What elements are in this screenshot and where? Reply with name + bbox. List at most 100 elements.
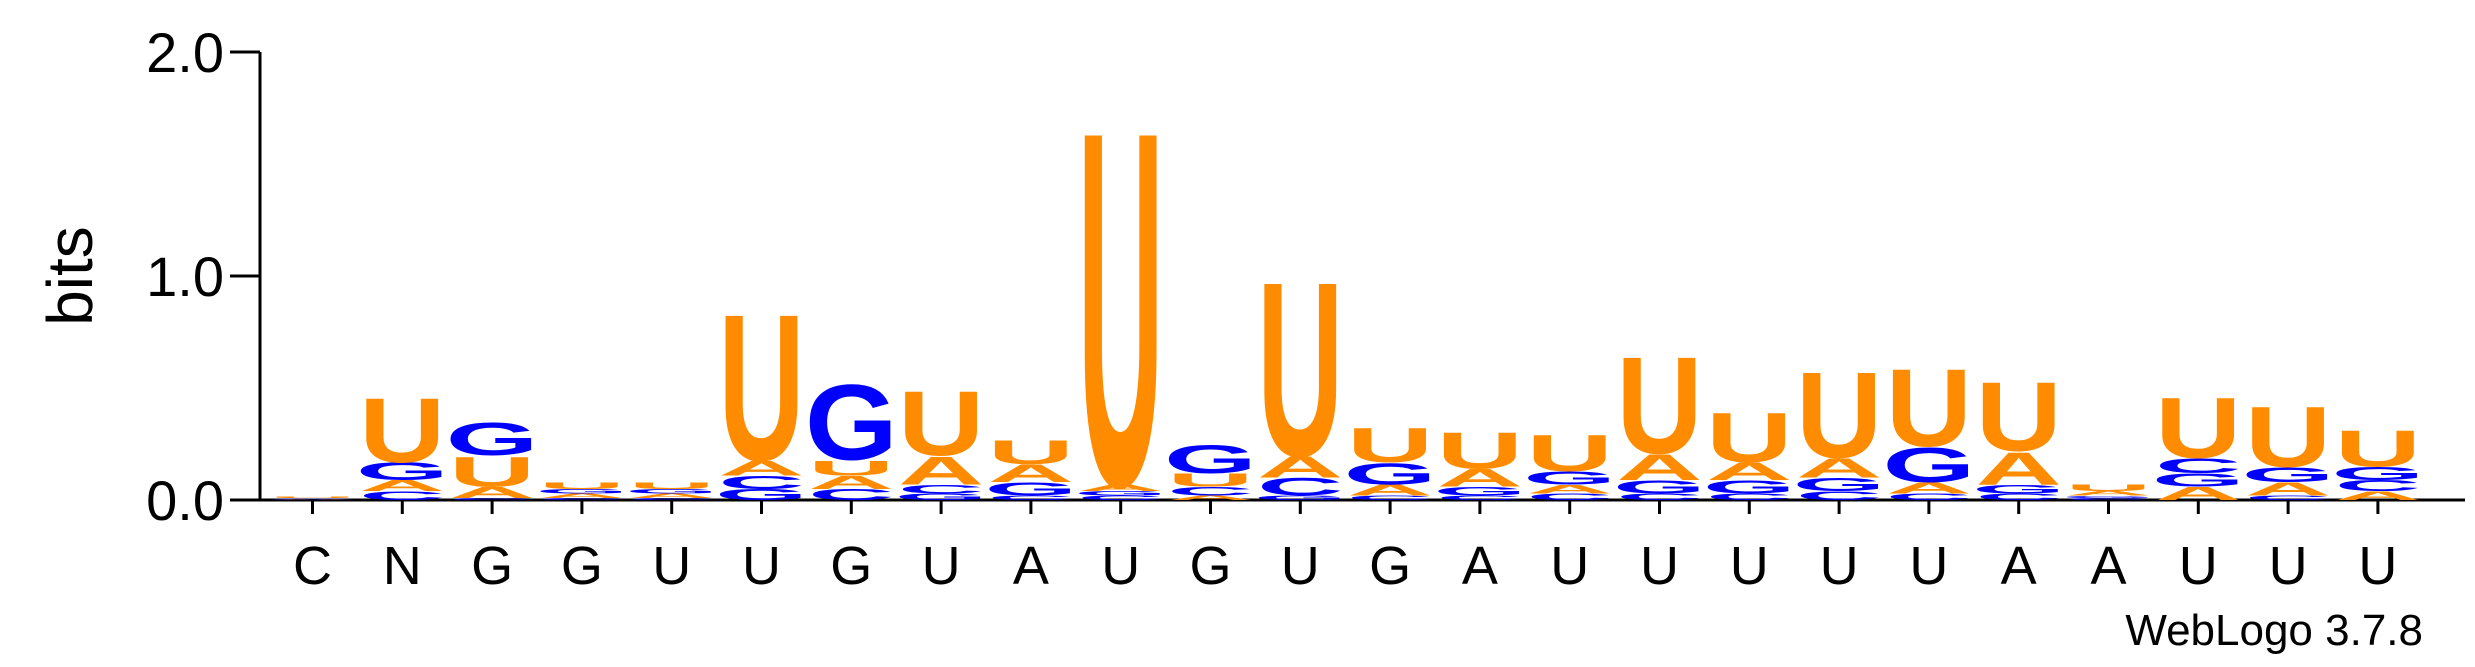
logo-letter: U xyxy=(2155,381,2241,477)
logo-letter: C xyxy=(2335,477,2421,494)
logo-letter: C xyxy=(1257,474,1343,501)
logo-letter: C xyxy=(1078,494,1164,501)
logo-letter: G xyxy=(356,458,449,485)
logo-letter: A xyxy=(1706,458,1792,485)
logo-letter: U xyxy=(1527,424,1613,482)
logo-letter: U xyxy=(808,456,894,480)
logo-letter: C xyxy=(629,497,715,500)
logo-letter: G xyxy=(1164,437,1257,482)
logo-letter: G xyxy=(1703,477,1796,497)
logo-letter: C xyxy=(1437,494,1523,501)
logo-letter: A xyxy=(1167,494,1253,501)
logo-letter: A xyxy=(269,499,355,500)
y-tick-label: 1.0 xyxy=(146,245,224,308)
logo-letter: U xyxy=(1886,347,1972,470)
logo-letter: U xyxy=(269,497,355,499)
logo-letter: G xyxy=(1613,477,1706,497)
logo-letter: A xyxy=(988,460,1074,487)
logo-letter: U xyxy=(988,434,1074,472)
logo-letter: A xyxy=(1078,483,1164,493)
logo-letter: C xyxy=(1886,492,1972,502)
logo-letter: C xyxy=(359,489,445,503)
logo-letter: U xyxy=(718,272,804,505)
x-tick-label: U xyxy=(652,536,691,596)
logo-letter: U xyxy=(1347,418,1433,473)
x-tick-label: U xyxy=(1640,536,1679,596)
logo-letter: G xyxy=(1074,490,1167,497)
logo-letter: A xyxy=(1886,480,1972,497)
logo-letter: G xyxy=(1882,438,1975,493)
x-tick-label: U xyxy=(1101,536,1140,596)
x-tick-label: A xyxy=(2090,536,2126,596)
logo-letter: C xyxy=(1706,492,1792,502)
logo-letter: G xyxy=(1972,482,2065,496)
logo-letter: G xyxy=(1344,457,1437,491)
x-tick-label: G xyxy=(471,536,513,596)
x-tick-label: G xyxy=(561,536,603,596)
y-tick-label: 0.0 xyxy=(146,469,224,532)
logo-letter: C xyxy=(988,494,1074,501)
logo-letter: G xyxy=(2152,470,2245,490)
logo-letter: G xyxy=(625,488,718,495)
logo-letter: U xyxy=(1976,363,2062,473)
logo-letter: U xyxy=(1796,346,1882,484)
logo-letter: C xyxy=(2065,497,2151,500)
x-tick-label: G xyxy=(1189,536,1231,596)
logo-letter: A xyxy=(808,472,894,492)
x-tick-label: A xyxy=(1013,536,1049,596)
logo-letter: G xyxy=(1254,494,1347,501)
logo-letter: U xyxy=(898,371,984,475)
logo-letter: G xyxy=(535,488,628,495)
logo-letter: U xyxy=(629,480,715,490)
y-tick-label: 2.0 xyxy=(146,21,224,84)
logo-letter: U xyxy=(1078,27,1164,593)
x-tick-label: U xyxy=(1909,536,1948,596)
logo-letter: A xyxy=(539,492,625,499)
logo-letter: G xyxy=(446,414,539,465)
x-tick-label: A xyxy=(1462,536,1498,596)
logo-letter: A xyxy=(1976,443,2062,494)
x-tick-label: U xyxy=(1550,536,1589,596)
logo-letter: U xyxy=(449,448,535,496)
logo-letter: U xyxy=(539,480,625,490)
logo-letter: U xyxy=(359,378,445,482)
logo-letter: C xyxy=(269,498,355,499)
logo-letter: A xyxy=(629,492,715,499)
logo-letter: C xyxy=(449,497,535,500)
logo-letter: G xyxy=(895,492,988,502)
logo-letter: A xyxy=(1796,453,1882,484)
logo-letter: C xyxy=(1796,489,1882,503)
logo-letter: G xyxy=(984,479,1077,499)
logo-letter: A xyxy=(2155,484,2241,504)
logo-letter: C xyxy=(1616,492,1702,502)
logo-letter: C xyxy=(1347,494,1433,501)
logo-letter: C xyxy=(539,497,625,500)
logo-letter: G xyxy=(805,363,898,483)
logo-letter: U xyxy=(2065,483,2151,493)
y-axis-label: bits xyxy=(34,226,106,326)
logo-letter: G xyxy=(715,486,808,503)
logo-letter: U xyxy=(1167,470,1253,490)
x-tick-label: U xyxy=(742,536,781,596)
logo-letter: C xyxy=(1167,484,1253,498)
logo-letter: A xyxy=(1616,446,1702,487)
logo-letter: G xyxy=(2331,463,2424,483)
logo-letter: C xyxy=(1527,492,1613,502)
logo-letter: C xyxy=(2245,494,2331,501)
x-tick-label: C xyxy=(293,536,332,596)
logo-letter: A xyxy=(1437,465,1523,492)
logo-letter: U xyxy=(1437,422,1523,480)
x-tick-label: N xyxy=(383,536,422,596)
annotation: WebLogo 3.7.8 xyxy=(2125,606,2423,655)
logo-letter: A xyxy=(1527,482,1613,496)
logo-letter: G xyxy=(2242,463,2335,487)
logo-letter: C xyxy=(2155,454,2241,478)
logo-letter: A xyxy=(898,448,984,493)
logo-letter: A xyxy=(2245,479,2331,499)
logo-letter: A xyxy=(1257,450,1343,484)
logo-letter: U xyxy=(2245,390,2331,486)
x-tick-label: U xyxy=(922,536,961,596)
logo-letter: A xyxy=(359,477,445,494)
x-tick-label: U xyxy=(2179,536,2218,596)
